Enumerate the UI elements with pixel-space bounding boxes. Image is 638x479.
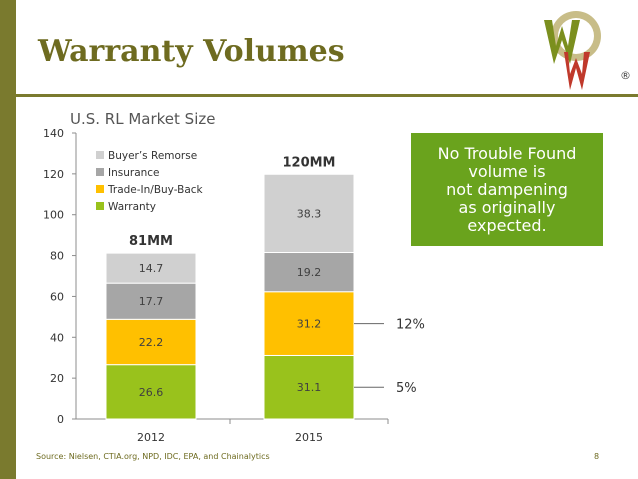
data-label: 19.2 bbox=[297, 266, 322, 279]
y-tick-label: 20 bbox=[50, 372, 64, 385]
data-label: 38.3 bbox=[297, 207, 322, 220]
bar-total-label: 81MM bbox=[129, 234, 173, 249]
logo-letter-m bbox=[564, 52, 590, 90]
callout-line: volume is bbox=[468, 162, 546, 181]
x-tick-label: 2012 bbox=[137, 431, 165, 444]
legend-swatch bbox=[96, 185, 104, 193]
bar-segment bbox=[263, 291, 355, 356]
legend-swatch bbox=[96, 168, 104, 176]
source-footer: Source: Nielsen, CTIA.org, NPD, IDC, EPA… bbox=[36, 452, 270, 461]
data-label: 22.2 bbox=[139, 336, 164, 349]
legend-label: Warranty bbox=[108, 201, 156, 213]
callout-line: expected. bbox=[467, 216, 547, 235]
callout-line: as originally bbox=[458, 198, 556, 217]
callout-line: not dampening bbox=[446, 180, 568, 199]
bar-total-label: 120MM bbox=[282, 155, 335, 170]
logo-letter-w bbox=[544, 20, 580, 64]
data-label: 17.7 bbox=[139, 295, 164, 308]
y-tick-label: 120 bbox=[43, 168, 64, 181]
logo-registered-mark: ® bbox=[620, 69, 631, 82]
page-number: 8 bbox=[594, 452, 600, 461]
bar-segment bbox=[263, 173, 355, 254]
data-label: 31.1 bbox=[297, 381, 322, 394]
company-logo: ® bbox=[544, 11, 631, 90]
bar-segment bbox=[105, 282, 197, 320]
annotation-label: 5% bbox=[396, 381, 417, 396]
sidebar-stripe bbox=[0, 0, 16, 479]
legend-label: Buyer’s Remorse bbox=[108, 150, 197, 162]
callout-line: No Trouble Found bbox=[437, 144, 577, 163]
data-label: 26.6 bbox=[139, 386, 164, 399]
slide-title: Warranty Volumes bbox=[38, 34, 345, 69]
bar-segment bbox=[105, 252, 197, 284]
legend-label: Insurance bbox=[108, 167, 160, 179]
y-tick-label: 0 bbox=[57, 413, 64, 426]
y-tick-label: 60 bbox=[50, 290, 64, 303]
data-label: 31.2 bbox=[297, 318, 322, 331]
x-tick-label: 2015 bbox=[295, 431, 323, 444]
y-tick-label: 100 bbox=[43, 209, 64, 222]
data-label: 14.7 bbox=[139, 262, 164, 275]
legend-label: Trade-In/Buy-Back bbox=[107, 184, 204, 196]
title-rule bbox=[16, 94, 638, 97]
chart-subtitle: U.S. RL Market Size bbox=[70, 110, 216, 128]
bar-segment bbox=[263, 252, 355, 293]
callout-box: No Trouble Found volume is not dampening as… bbox=[411, 133, 603, 246]
y-tick-label: 80 bbox=[50, 250, 64, 263]
legend-swatch bbox=[96, 151, 104, 159]
annotation-label: 12% bbox=[396, 318, 425, 333]
y-tick-label: 40 bbox=[50, 331, 64, 344]
legend-swatch bbox=[96, 202, 104, 210]
y-tick-label: 140 bbox=[43, 127, 64, 140]
